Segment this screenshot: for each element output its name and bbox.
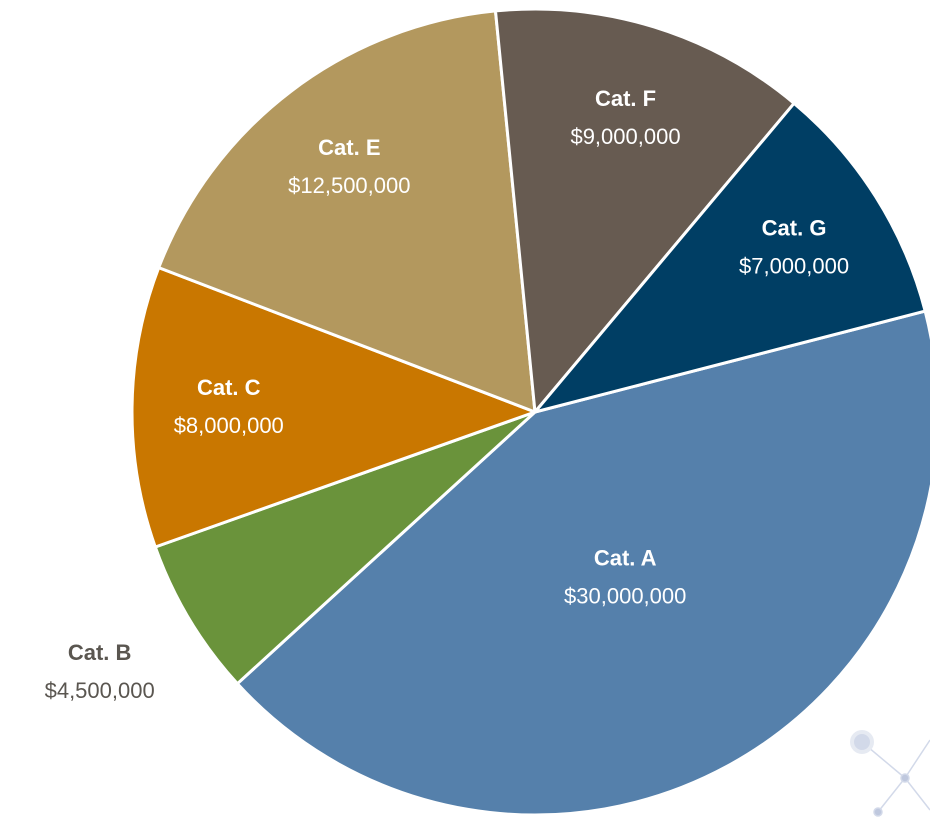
pie-slice (235, 309, 930, 817)
slice-value: $30,000,000 (564, 583, 686, 608)
slice-value: $9,000,000 (570, 124, 680, 149)
pie-slice (130, 266, 537, 549)
pie-slice (493, 7, 796, 414)
slice-name: Cat. C (197, 375, 261, 400)
slice-name: Cat. G (762, 215, 827, 240)
pie-slice (153, 410, 537, 686)
pie-slice (157, 9, 537, 414)
pie-slice (533, 101, 927, 414)
slice-name: Cat. F (595, 86, 656, 111)
slice-value: $4,500,000 (45, 678, 155, 703)
slices (130, 7, 930, 817)
slice-value: $12,500,000 (288, 173, 410, 198)
slice-name: Cat. E (318, 135, 380, 160)
slice-value: $8,000,000 (174, 413, 284, 438)
slice-value: $7,000,000 (739, 253, 849, 278)
labels: Cat. A $30,000,000 Cat. B $4,500,000 Cat. C $… (45, 86, 849, 703)
decoration (850, 730, 930, 817)
slice-name: Cat. A (594, 545, 657, 570)
slice-name: Cat. B (68, 640, 132, 665)
